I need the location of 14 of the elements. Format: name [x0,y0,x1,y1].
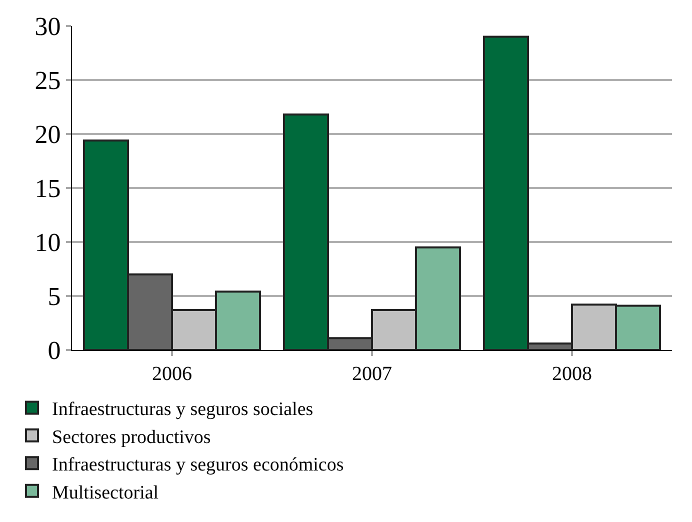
y-tick-label: 30 [34,12,61,42]
legend-label: Multisectorial [52,482,159,504]
y-tick-label: 10 [34,228,61,258]
legend-label: Infraestructuras y seguros económicos [52,454,344,476]
x-tick-label: 2006 [152,363,192,385]
x-tick-label: 2007 [352,363,392,385]
legend-label: Infraestructuras y seguros sociales [52,399,314,420]
y-tick-label: 5 [48,282,61,312]
y-tick-label: 0 [48,336,61,366]
x-tick-label: 2008 [552,363,592,385]
y-tick-label: 20 [34,120,61,150]
y-tick-label: 25 [34,66,61,96]
y-tick-label: 15 [34,174,61,204]
legend-label: Sectores productivos [52,426,211,448]
